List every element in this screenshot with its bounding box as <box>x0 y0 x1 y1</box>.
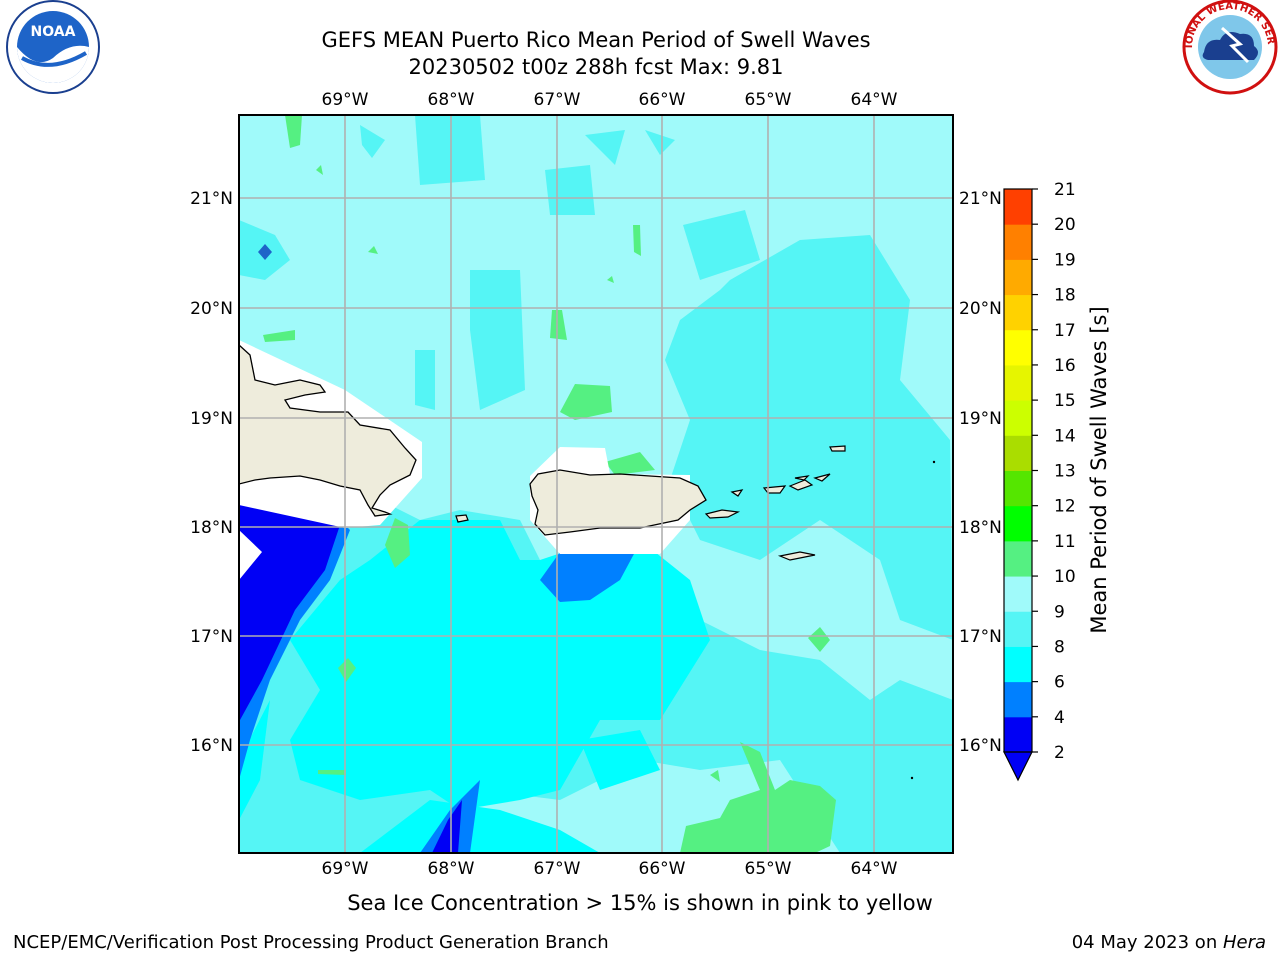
colorbar-under-arrow <box>1003 751 1033 782</box>
colorbar-segment <box>1004 470 1032 507</box>
lat-tick-right: 17°N <box>959 627 1002 647</box>
lon-tick-bottom: 65°W <box>745 859 792 879</box>
colorbar-segment <box>1004 329 1032 366</box>
lon-tick-top: 68°W <box>428 90 475 110</box>
graticule <box>239 115 953 853</box>
map-subtitle: 20230502 t00z 288h fcst Max: 9.81 <box>408 55 784 79</box>
lon-labels-bottom: 69°W 68°W 67°W 66°W 65°W 64°W <box>322 859 898 879</box>
footer-branch: NCEP/EMC/Verification Post Processing Pr… <box>13 932 609 953</box>
nws-logo: NATIONAL WEATHER SERVICE <box>0 0 1278 95</box>
colorbar-segment <box>1004 224 1032 260</box>
colorbar-tick-label: 20 <box>1054 215 1076 235</box>
lat-tick-left: 19°N <box>190 409 233 429</box>
noaa-logo-text: NOAA <box>31 24 76 40</box>
colorbar-segment <box>1004 189 1032 225</box>
lat-tick-right: 16°N <box>959 736 1002 756</box>
colorbar-tick-label: 16 <box>1054 356 1076 376</box>
colorbar-segment <box>1004 681 1032 718</box>
lon-tick-top: 64°W <box>851 90 898 110</box>
sea-ice-caption: Sea Ice Concentration > 15% is shown in … <box>347 891 933 915</box>
colorbar-tick-label: 8 <box>1054 637 1065 657</box>
colorbar-tick-label: 9 <box>1054 602 1065 622</box>
lat-tick-left: 18°N <box>190 518 233 538</box>
colorbar-tick-label: 4 <box>1054 708 1065 728</box>
colorbar-tick-label: 10 <box>1054 567 1076 587</box>
colorbar-tick-label: 6 <box>1054 673 1065 693</box>
nws-logo-text: NATIONAL WEATHER SERVICE <box>0 0 1276 48</box>
lat-tick-left: 17°N <box>190 627 233 647</box>
colorbar-segment <box>1004 611 1032 647</box>
colorbar-tick-label: 11 <box>1054 532 1076 552</box>
lon-labels-top: 69°W 68°W 67°W 66°W 65°W 64°W <box>322 90 898 110</box>
lat-labels-right: 21°N 20°N 19°N 18°N 17°N 16°N <box>959 189 1002 756</box>
colorbar-segment <box>1004 716 1032 753</box>
colorbar-tick-label: 21 <box>1054 180 1076 200</box>
colorbar: 2 4 6 8 9 10 11 12 13 14 15 16 17 18 19 20 21 Mean Perio… <box>1003 180 1111 782</box>
lon-tick-top: 67°W <box>534 90 581 110</box>
colorbar-tick-label: 2 <box>1054 743 1065 763</box>
lat-tick-left: 20°N <box>190 299 233 319</box>
lat-tick-right: 19°N <box>959 409 1002 429</box>
lon-tick-bottom: 67°W <box>534 859 581 879</box>
map-title: GEFS MEAN Puerto Rico Mean Period of Swe… <box>321 28 871 52</box>
colorbar-tick-label: 15 <box>1054 391 1076 411</box>
lon-tick-top: 69°W <box>322 90 369 110</box>
colorbar-tick-label: 12 <box>1054 497 1076 517</box>
footer-date: 04 May 2023 on Hera <box>1072 932 1266 953</box>
colorbar-segment <box>1004 364 1032 401</box>
lon-tick-bottom: 69°W <box>322 859 369 879</box>
colorbar-segment <box>1004 505 1032 542</box>
lon-tick-top: 65°W <box>745 90 792 110</box>
lat-tick-right: 18°N <box>959 518 1002 538</box>
lat-tick-right: 20°N <box>959 299 1002 319</box>
map-frame <box>238 114 954 854</box>
colorbar-segment <box>1004 259 1032 296</box>
swell-period-field <box>239 115 953 853</box>
colorbar-segment <box>1004 294 1032 331</box>
colorbar-label: Mean Period of Swell Waves [s] <box>1087 306 1111 633</box>
lon-tick-top: 66°W <box>639 90 686 110</box>
colorbar-segment <box>1004 576 1032 612</box>
colorbar-tick-label: 19 <box>1054 250 1076 270</box>
colorbar-segments <box>1004 189 1032 753</box>
lat-tick-left: 21°N <box>190 189 233 209</box>
lat-tick-right: 21°N <box>959 189 1002 209</box>
colorbar-segment <box>1004 646 1032 683</box>
lon-tick-bottom: 64°W <box>851 859 898 879</box>
colorbar-ticks: 2 4 6 8 9 10 11 12 13 14 15 16 17 18 19 20 21 <box>1032 180 1076 763</box>
colorbar-tick-label: 18 <box>1054 286 1076 306</box>
lat-tick-left: 16°N <box>190 736 233 756</box>
colorbar-tick-label: 14 <box>1054 426 1076 446</box>
colorbar-tick-label: 17 <box>1054 321 1076 341</box>
footer-machine: Hera <box>1222 932 1266 953</box>
lat-labels-left: 21°N 20°N 19°N 18°N 17°N 16°N <box>190 189 233 756</box>
lon-tick-bottom: 68°W <box>428 859 475 879</box>
colorbar-tick-label: 13 <box>1054 462 1076 482</box>
lon-tick-bottom: 66°W <box>639 859 686 879</box>
colorbar-segment <box>1004 400 1032 436</box>
colorbar-segment <box>1004 540 1032 577</box>
footer-date-text: 04 May 2023 on <box>1071 932 1223 953</box>
colorbar-segment <box>1004 435 1032 471</box>
noaa-logo: NOAA <box>6 0 100 94</box>
